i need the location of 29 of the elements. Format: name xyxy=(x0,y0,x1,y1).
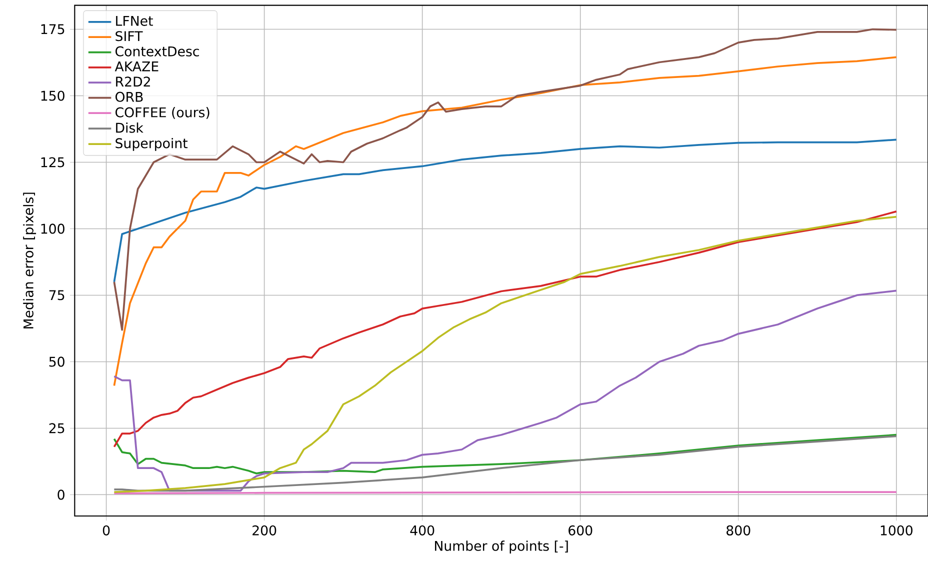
y-axis-title: Median error [pixels] xyxy=(23,192,36,328)
legend-label: R2D2 xyxy=(116,76,150,86)
y-tick-label: 75 xyxy=(49,290,64,300)
x-axis-title: Number of points [-] xyxy=(435,540,568,554)
legend-label: ORB xyxy=(116,92,143,102)
line-series xyxy=(113,216,898,493)
x-tick-label: 800 xyxy=(726,525,750,536)
y-tick-label: 50 xyxy=(49,356,64,367)
legend-label: SIFT xyxy=(116,31,143,42)
legend-label: Disk xyxy=(116,122,144,133)
y-tick-label: 25 xyxy=(49,423,64,434)
y-tick-label: 125 xyxy=(41,157,64,168)
x-tick-label: 600 xyxy=(568,525,592,536)
x-tick-label: 0 xyxy=(102,525,110,536)
legend-label: COFFEE (ours) xyxy=(116,107,210,119)
legend-label: LFNet xyxy=(116,16,153,26)
x-tick-label: 1000 xyxy=(880,525,912,536)
y-tick-label: 100 xyxy=(41,224,64,234)
y-tick-label: 150 xyxy=(41,90,64,101)
x-tick-label: 200 xyxy=(252,525,276,536)
legend-label: AKAZE xyxy=(114,62,158,72)
line-series xyxy=(113,56,898,387)
legend-label: Superpoint xyxy=(116,138,188,151)
y-tick-label: 0 xyxy=(58,490,64,500)
y-tick-label: 175 xyxy=(41,24,64,34)
x-tick-label: 400 xyxy=(410,525,434,536)
line-series xyxy=(113,434,898,474)
legend-label: ContextDesc xyxy=(116,46,199,56)
line-series xyxy=(113,28,898,331)
